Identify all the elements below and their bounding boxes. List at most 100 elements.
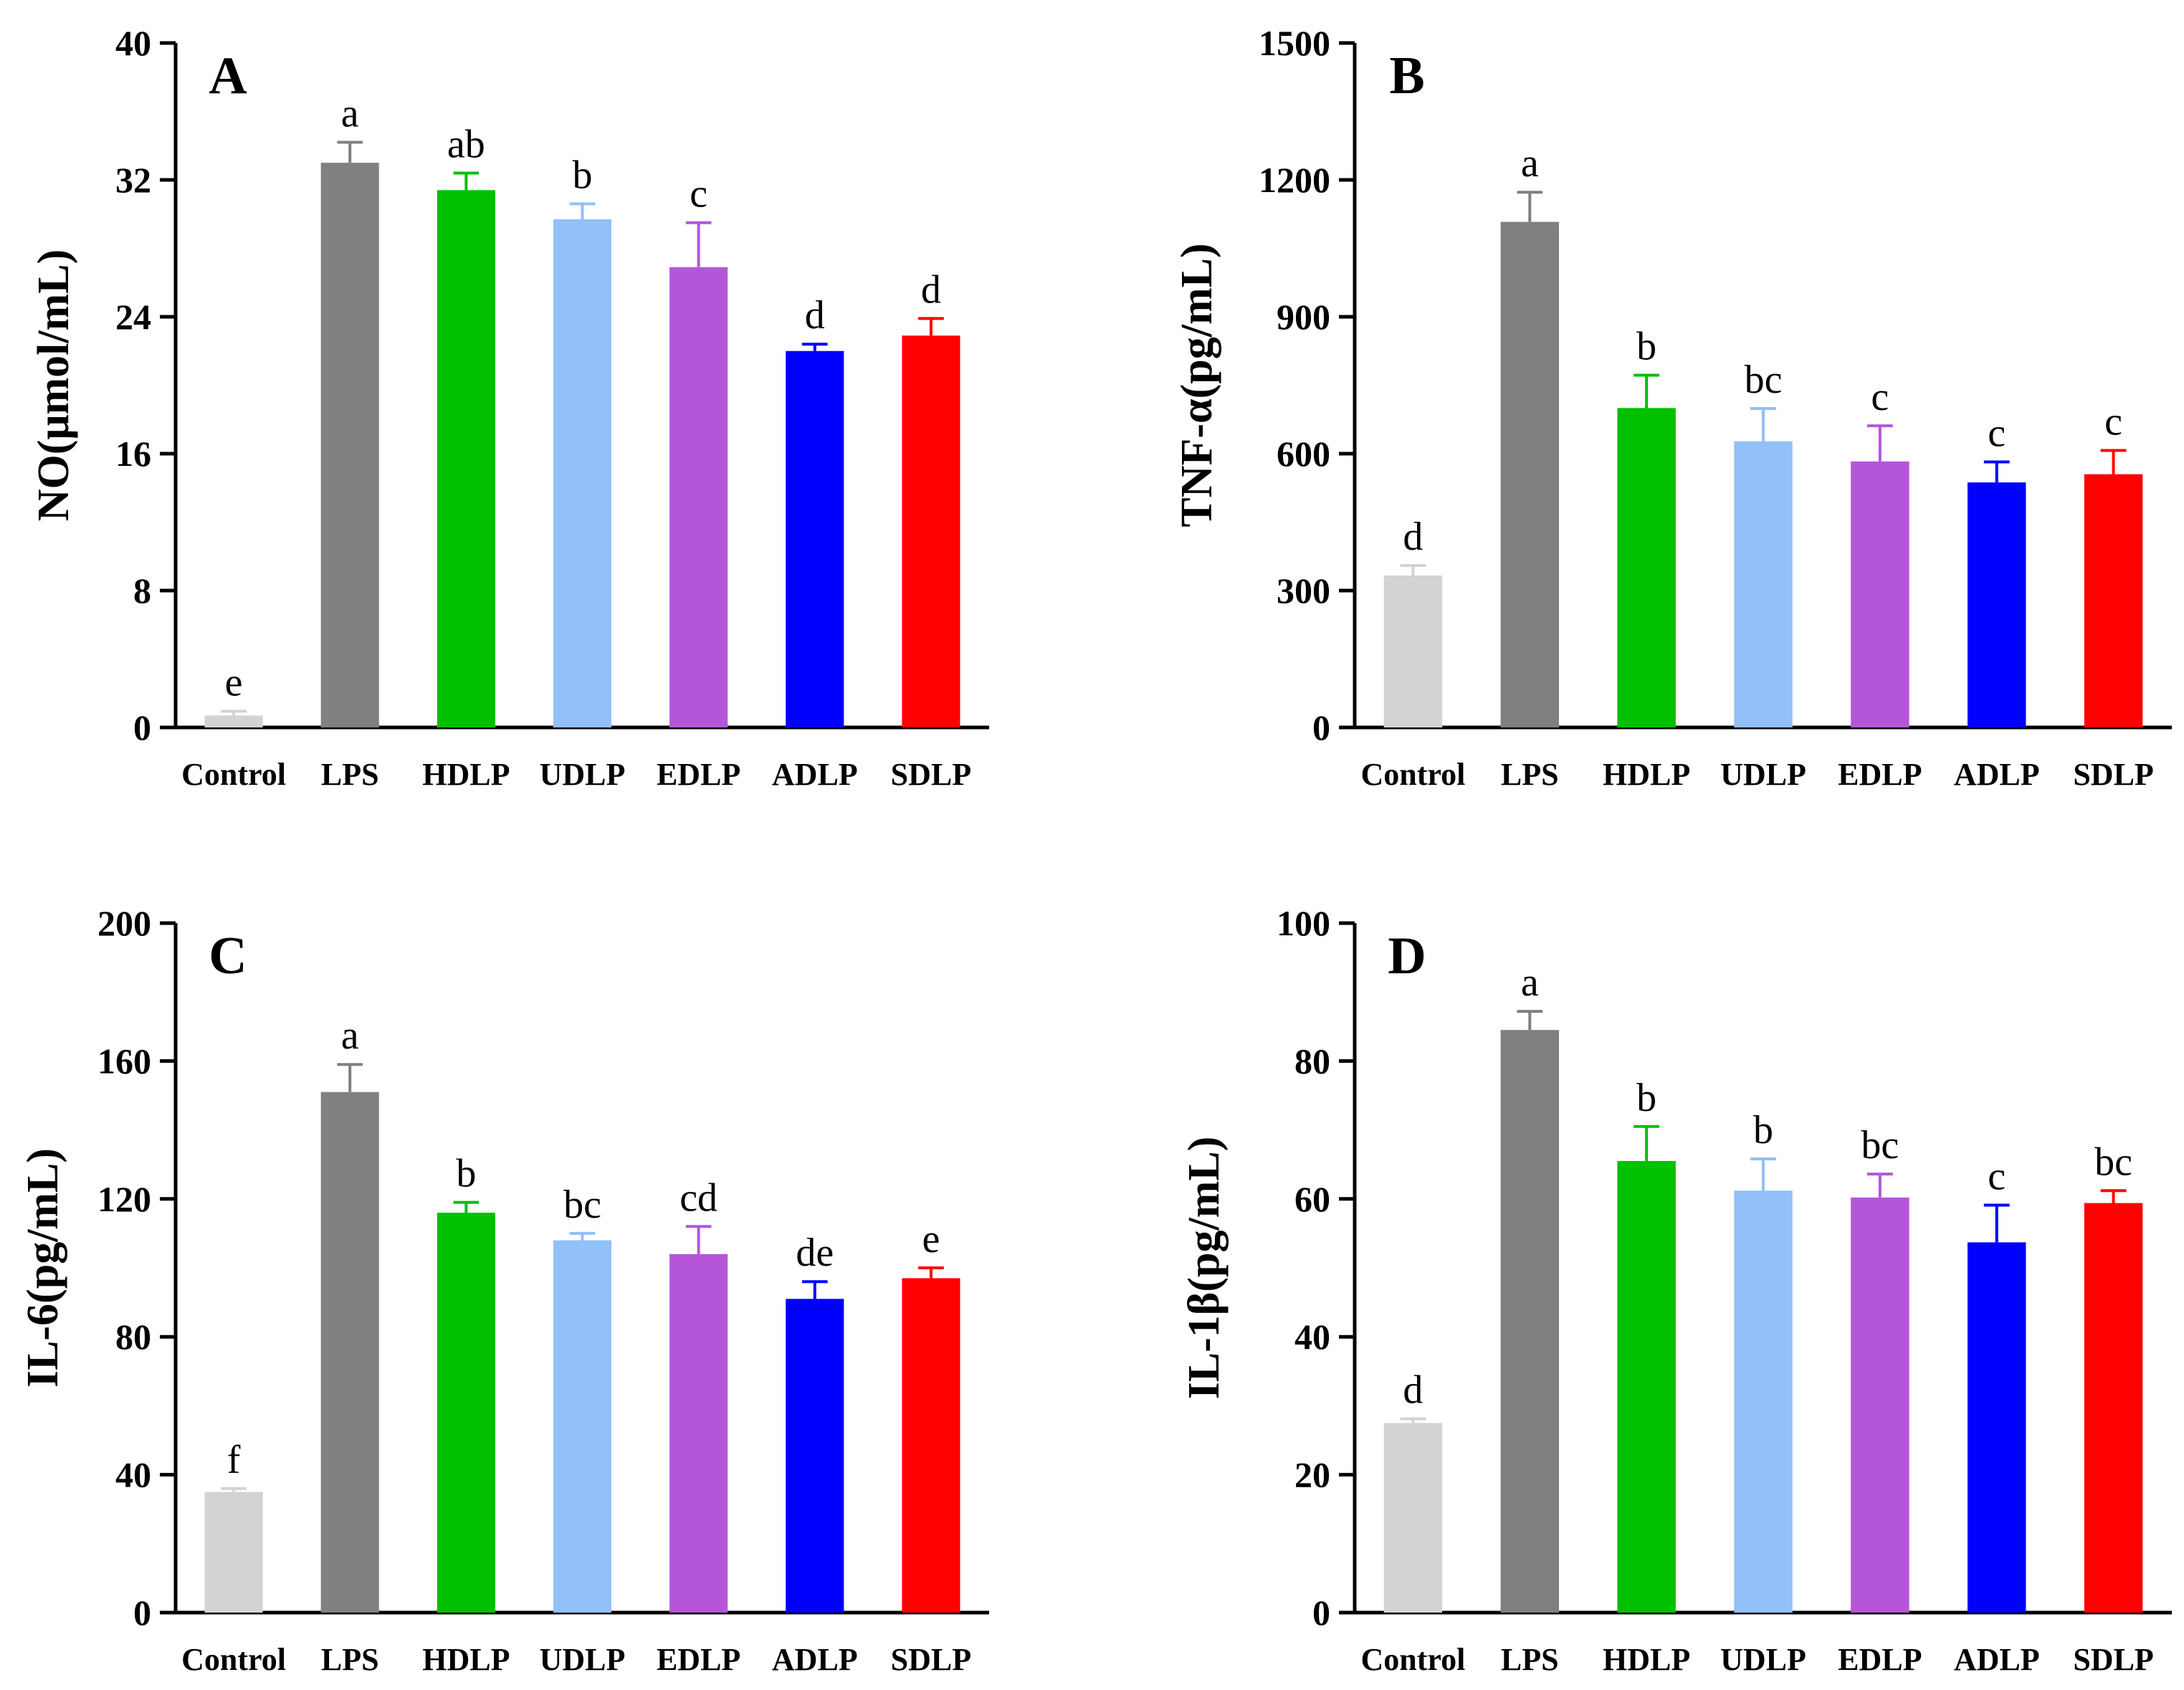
significance-label: c: [690, 172, 707, 216]
x-tick-label: ADLP: [1954, 757, 2040, 792]
y-axis-label: IL-6(pg/mL): [19, 1148, 67, 1388]
y-tick-label: 1500: [1259, 23, 1330, 63]
bar-lps: [1500, 1030, 1559, 1613]
panel-a: 0 8 16 24 32 40 NO(μmol/mL) Ae Control a LPS ab HDLP…: [29, 23, 989, 792]
bar-udlp: [553, 1240, 612, 1613]
y-tick-label: 40: [115, 23, 151, 63]
significance-label: b: [1636, 324, 1656, 368]
x-tick-label: UDLP: [1720, 757, 1806, 792]
significance-label: e: [922, 1217, 940, 1261]
x-tick-label: SDLP: [891, 1642, 971, 1677]
bar-control: [1383, 1423, 1443, 1613]
significance-label: e: [225, 660, 243, 705]
x-tick-label: HDLP: [422, 757, 510, 792]
y-axis-label: IL-1β(pg/mL): [1180, 1137, 1229, 1400]
panel-b: 0 300 600 900 1200 1500 TNF-α(pg/mL) Bd Control a…: [1173, 23, 2172, 792]
x-tick-label: EDLP: [1838, 757, 1922, 792]
x-tick-label: UDLP: [540, 757, 626, 792]
significance-label: f: [227, 1438, 241, 1482]
significance-label: cd: [679, 1175, 717, 1220]
significance-label: a: [1521, 960, 1539, 1005]
x-tick-label: HDLP: [1603, 1642, 1690, 1677]
bar-adlp: [786, 1299, 844, 1613]
significance-label: d: [805, 293, 825, 338]
x-tick-label: UDLP: [1720, 1642, 1806, 1677]
significance-label: bc: [1861, 1123, 1899, 1168]
y-axis-label: TNF-α(pg/mL): [1173, 243, 1221, 527]
bar-hdlp: [1617, 408, 1676, 727]
x-tick-label: LPS: [1501, 1642, 1559, 1677]
significance-label: ab: [447, 122, 485, 166]
bar-edlp: [1851, 461, 1909, 727]
panel-letter: D: [1388, 927, 1426, 985]
bar-control: [204, 715, 263, 727]
y-tick-label: 100: [1277, 903, 1330, 943]
x-tick-label: ADLP: [772, 757, 858, 792]
bar-adlp: [1968, 1242, 2026, 1613]
bar-sdlp: [902, 335, 960, 727]
y-tick-label: 0: [1312, 1593, 1330, 1633]
x-tick-label: EDLP: [657, 1642, 740, 1677]
bar-hdlp: [1617, 1160, 1676, 1613]
significance-label: bc: [563, 1183, 601, 1227]
y-tick-label: 200: [97, 903, 151, 943]
x-tick-label: LPS: [321, 757, 379, 792]
significance-label: b: [456, 1152, 476, 1196]
y-tick-label: 80: [115, 1317, 151, 1357]
x-tick-label: EDLP: [657, 757, 740, 792]
x-tick-label: Control: [1360, 1642, 1465, 1677]
x-tick-label: SDLP: [2073, 1642, 2153, 1677]
bar-lps: [320, 1092, 379, 1613]
y-tick-label: 16: [115, 434, 151, 474]
bar-control: [1383, 575, 1443, 727]
significance-label: a: [341, 91, 359, 135]
x-tick-label: HDLP: [1603, 757, 1690, 792]
significance-label: c: [1871, 375, 1889, 419]
y-tick-label: 60: [1294, 1179, 1330, 1219]
bar-adlp: [786, 350, 844, 727]
y-tick-label: 160: [97, 1041, 151, 1081]
y-tick-label: 120: [97, 1179, 151, 1219]
y-tick-label: 40: [115, 1455, 151, 1495]
bar-sdlp: [902, 1278, 960, 1613]
bar-sdlp: [2084, 474, 2143, 727]
bar-control: [204, 1491, 263, 1613]
panel-c: 0 40 80 120 160 200 IL-6(pg/mL) Cf Control a LPS b H…: [19, 903, 989, 1677]
significance-label: d: [1403, 515, 1423, 559]
panel-letter: A: [209, 47, 247, 105]
significance-label: a: [1521, 141, 1539, 186]
bar-udlp: [1734, 1190, 1793, 1613]
bar-edlp: [1851, 1197, 1909, 1613]
significance-label: d: [1403, 1368, 1423, 1413]
bar-hdlp: [437, 1213, 495, 1613]
x-tick-label: SDLP: [891, 757, 971, 792]
y-tick-label: 1200: [1259, 160, 1330, 200]
x-tick-label: SDLP: [2073, 757, 2153, 792]
significance-label: b: [1753, 1108, 1773, 1152]
panel-letter: B: [1389, 47, 1424, 105]
x-tick-label: Control: [181, 1642, 286, 1677]
bar-udlp: [553, 219, 612, 728]
significance-label: bc: [2094, 1140, 2132, 1184]
significance-label: b: [573, 153, 593, 197]
x-tick-label: EDLP: [1838, 1642, 1922, 1677]
y-tick-label: 0: [133, 707, 151, 748]
x-tick-label: UDLP: [540, 1642, 626, 1677]
panel-letter: C: [209, 927, 247, 985]
significance-label: de: [796, 1231, 834, 1275]
significance-label: d: [921, 267, 941, 312]
significance-label: bc: [1745, 358, 1783, 402]
x-tick-label: LPS: [1501, 757, 1559, 792]
bar-sdlp: [2084, 1203, 2143, 1613]
significance-label: c: [2104, 400, 2122, 444]
y-tick-label: 900: [1277, 297, 1330, 337]
y-tick-label: 32: [115, 160, 151, 200]
y-tick-label: 80: [1294, 1041, 1330, 1081]
x-tick-label: Control: [181, 757, 286, 792]
x-tick-label: ADLP: [1954, 1642, 2040, 1677]
panel-d: 0 20 40 60 80 100 IL-1β(pg/mL) Dd Control a LPS b HD…: [1180, 903, 2172, 1677]
bar-udlp: [1734, 441, 1793, 727]
significance-label: b: [1636, 1076, 1656, 1120]
bar-hdlp: [437, 190, 495, 727]
